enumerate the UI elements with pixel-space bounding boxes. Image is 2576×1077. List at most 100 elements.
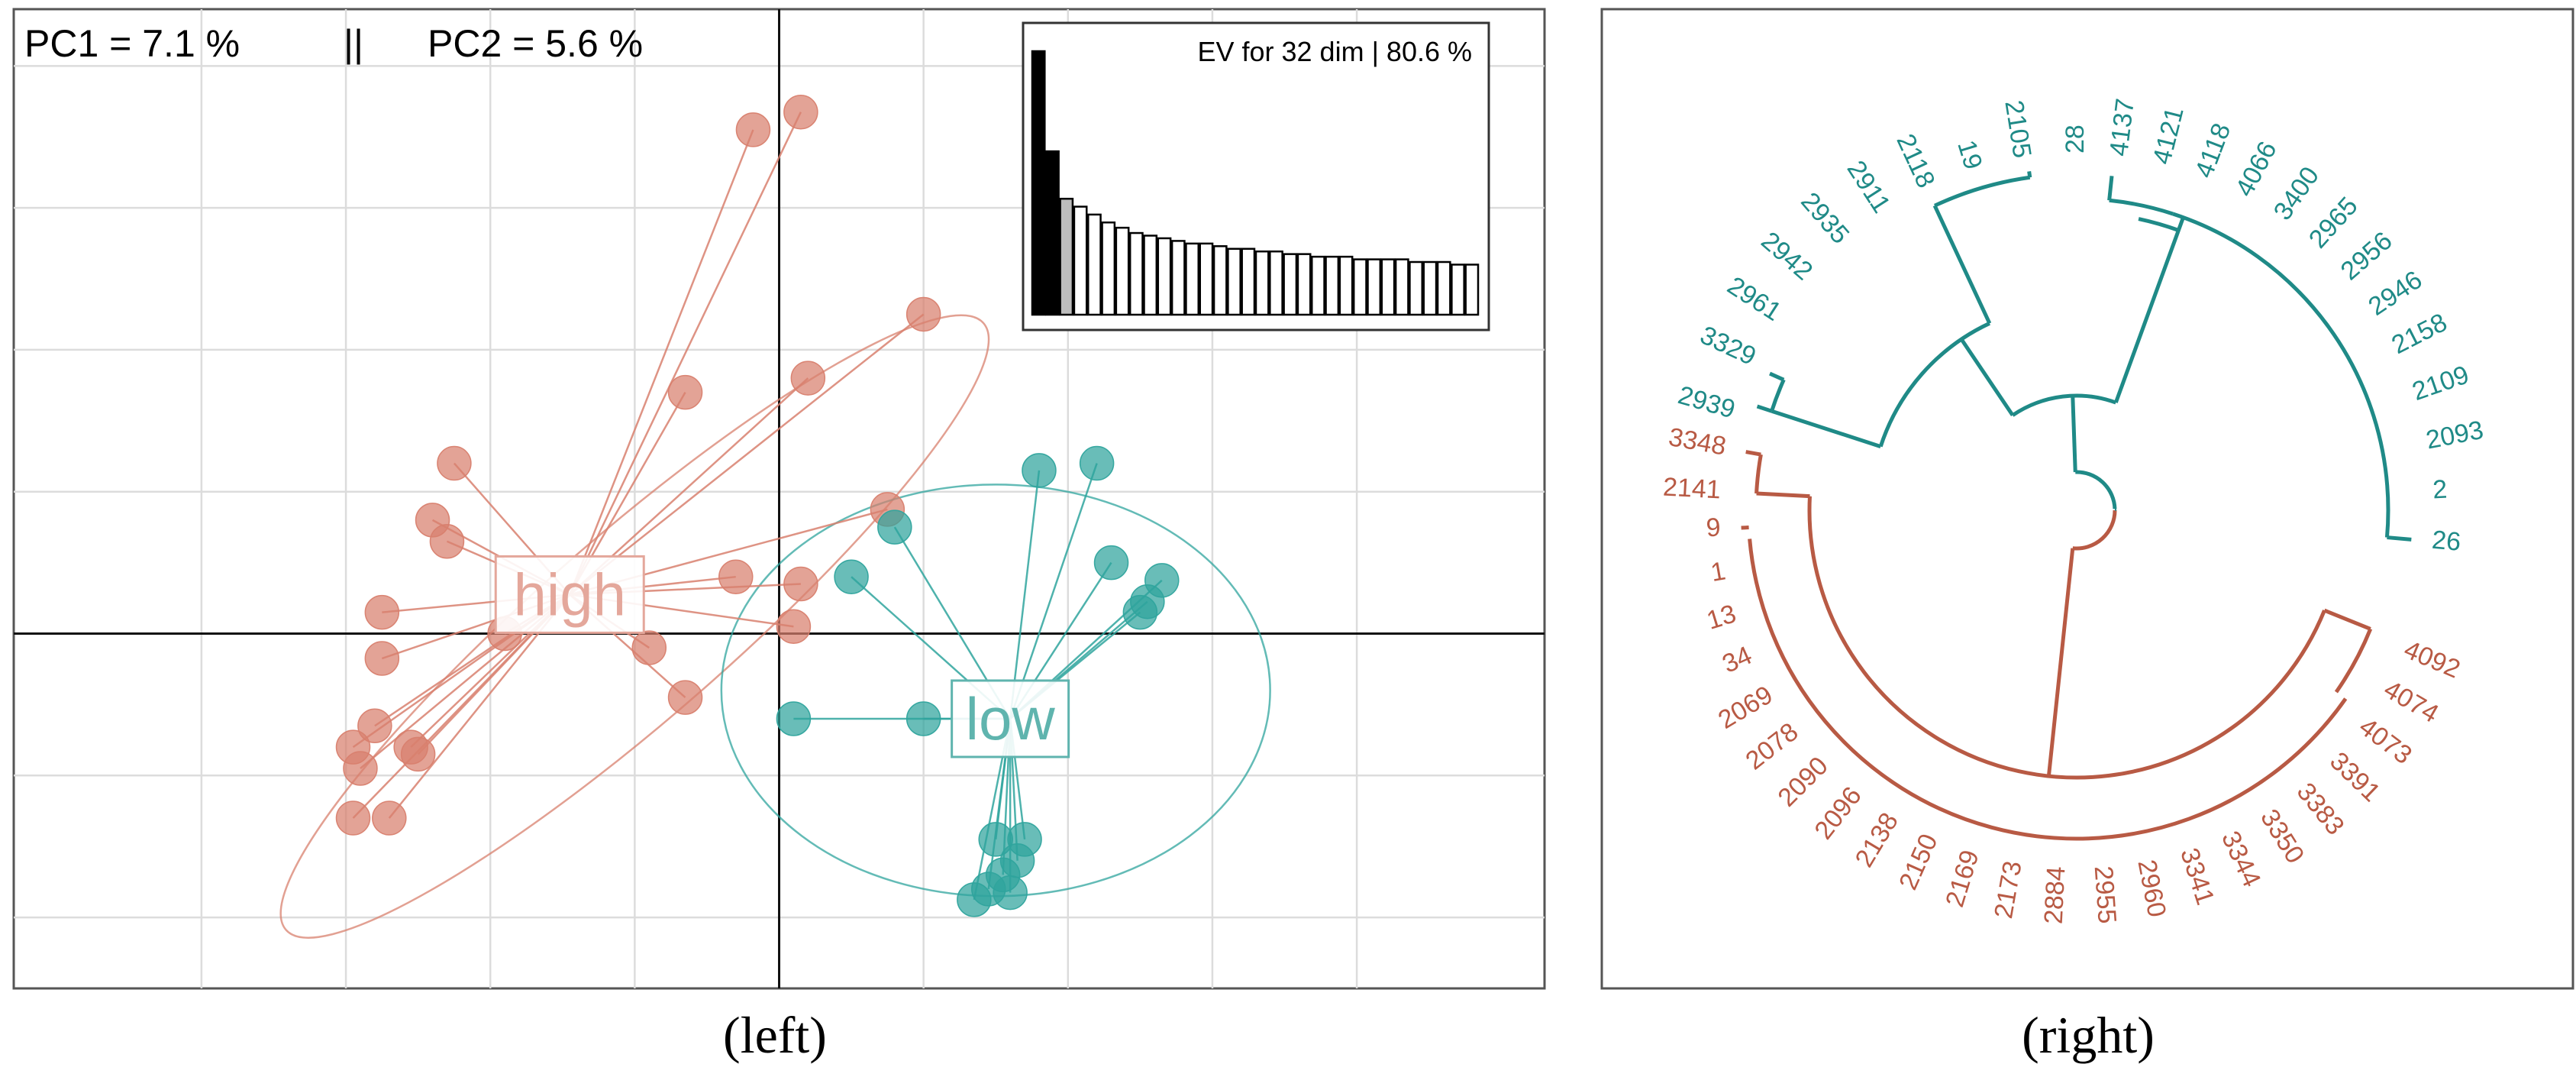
dendrogram-arc [2075,470,2117,509]
pc-separator: || [344,22,363,65]
eigenvalue-bar [1422,260,1438,316]
leaf-label: 2 [2432,475,2448,505]
eigenvalue-bar [1269,250,1283,316]
leaf-label: 26 [2431,526,2462,557]
high-point [790,361,826,396]
eigenvalue-bar [1241,247,1256,316]
low-point [1079,445,1115,481]
high-point [364,594,400,630]
high-point [343,751,378,786]
eigenvalue-bar [1059,197,1074,316]
eigenvalue-bar [1409,260,1423,316]
eigenvalue-bar [1185,242,1199,316]
high-point [776,609,812,644]
low-point [877,509,912,545]
dendrogram-radial [2323,608,2371,631]
eigenvalue-bars [1031,50,1480,316]
low-point [905,701,941,736]
high-point [357,708,392,744]
eigenvalue-inset: EV for 32 dim | 80.6 % [1022,21,1490,332]
eigenvalue-bar [1128,231,1144,316]
dendrogram-branches [1741,171,2412,841]
eigenvalue-bar [1143,234,1158,316]
pc2-label: PC2 = 5.6 % [428,22,643,65]
data-points [335,94,1180,917]
pca-panel: high low PC1 = 7.1 % || PC2 = 5.6 % EV fo… [12,8,1546,1064]
eigenvalue-bar [1199,242,1214,316]
group-labels: high low [494,555,1070,758]
low-connector [1009,463,1098,720]
eigenvalue-bar [1464,264,1480,316]
pc1-label: PC1 = 7.1 % [24,22,240,65]
high-point [335,800,371,836]
dendrogram-radial [1959,338,2015,417]
high-point [364,641,400,676]
dendrogram-radial [1932,205,1992,325]
left-caption: (left) [723,1006,827,1064]
high-connector [569,129,754,595]
leaf-label: 28 [2061,125,2090,154]
dendrogram-arc [1807,496,2326,780]
dendrogram-radial [2387,535,2412,542]
eigenvalue-bar [1436,260,1451,316]
high-point [735,112,771,147]
dendrogram-arc [1878,322,1990,448]
low-point [957,882,992,917]
high-point [437,445,472,481]
high-point [783,94,818,130]
high-connector [569,313,925,596]
eigenvalue-bar [1283,253,1298,316]
eigenvalue-bar [1170,240,1186,316]
eigenvalue-bar [1325,255,1340,316]
high-group-label: high [513,561,625,628]
leaf-label: 2955 [2089,865,2122,924]
dendrogram-radial [1756,404,1773,413]
eigenvalue-bar [1338,255,1354,316]
right-caption: (right) [2022,1006,2155,1064]
high-point [631,630,667,665]
eigenvalue-bar [1227,247,1241,316]
dendrogram-arc [2109,198,2174,216]
low-connector [1009,470,1041,720]
dendrogram-radial [1756,491,1810,499]
low-group-label: low [966,685,1056,752]
dendrogram-arc [1748,538,2348,841]
eigenvalue-bar [1451,264,1465,316]
high-point [372,800,407,836]
eigenvalue-bar [1087,213,1102,316]
pca-header: PC1 = 7.1 % || PC2 = 5.6 % [24,22,643,65]
low-point [776,701,812,736]
eigenvalue-bar [1394,258,1409,316]
low-point [1022,453,1057,488]
dendrogram-arc [2172,212,2390,511]
high-point [783,566,818,602]
high-point [905,296,941,332]
dendrogram-radial [1745,450,1761,457]
eigenvalue-bar [1101,222,1116,316]
eigenvalue-bar [1367,258,1382,316]
dendrogram-arc [2384,509,2390,538]
eigenvalue-inset-label: EV for 32 dim | 80.6 % [1197,36,1472,67]
low-point [1122,594,1158,630]
low-point [993,875,1028,910]
leaf-label: 9 [1706,513,1722,542]
dendrogram-arc [2138,217,2180,232]
eigenvalue-bar [1254,250,1270,316]
dendrogram-radial [2113,216,2185,403]
dendrogram-radial [1741,526,1749,530]
high-point [667,680,703,715]
eigenvalue-bar [1380,258,1396,316]
leaf-label: 2141 [1662,473,1722,505]
dendrogram-arc [1933,175,2031,208]
eigenvalue-bar [1296,253,1312,316]
dendrogram-arc [2072,509,2117,551]
high-point [667,374,703,410]
dendrogram-arc [2011,393,2117,417]
eigenvalue-bar [1045,150,1060,316]
dendrogram-radial [2027,171,2032,178]
leaf-label: 2884 [2039,865,2071,925]
dendrogram-frame [1600,8,2574,990]
high-connector [569,112,802,595]
